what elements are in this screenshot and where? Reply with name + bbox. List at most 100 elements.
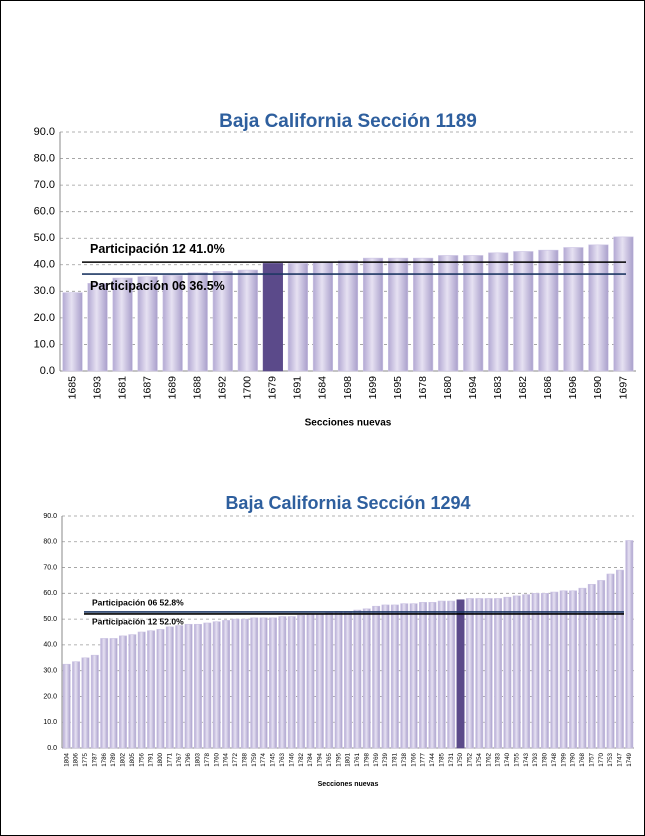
x-tick-label: 1684 xyxy=(317,376,329,400)
bar xyxy=(262,263,283,372)
x-axis-label: Secciones nuevas xyxy=(318,781,379,788)
bar xyxy=(413,257,434,372)
x-tick-label: 1759 xyxy=(251,752,258,766)
x-tick-label: 1803 xyxy=(195,752,202,766)
bar xyxy=(237,269,258,372)
x-tick-label: 1774 xyxy=(260,752,267,766)
x-tick-label: 1680 xyxy=(442,376,454,400)
x-tick-label: 1785 xyxy=(438,752,445,766)
bar xyxy=(613,236,634,372)
bar xyxy=(578,587,587,749)
bar xyxy=(456,599,465,749)
y-tick-label: 40.0 xyxy=(34,259,55,271)
x-tick-label: 1777 xyxy=(420,752,427,766)
bar xyxy=(137,631,146,749)
bar xyxy=(484,598,493,749)
x-tick-label: 1764 xyxy=(223,752,230,766)
x-tick-label: 1757 xyxy=(588,752,595,766)
bar xyxy=(222,620,231,749)
y-tick-label: 30.0 xyxy=(34,285,55,297)
bar xyxy=(128,634,137,749)
bar xyxy=(156,629,165,749)
bar xyxy=(362,257,384,372)
bar xyxy=(488,252,509,372)
x-tick-label: 1782 xyxy=(298,752,305,766)
bar xyxy=(597,580,606,749)
bar xyxy=(559,590,568,749)
y-tick-label: 70.0 xyxy=(43,564,57,571)
x-tick-label: 1801 xyxy=(345,752,352,766)
bar xyxy=(419,602,427,749)
x-tick-label: 1756 xyxy=(138,752,145,766)
bar xyxy=(112,277,133,372)
bar xyxy=(231,618,240,749)
x-tick-label: 1755 xyxy=(513,752,520,766)
bar xyxy=(312,261,334,372)
bar xyxy=(538,249,559,372)
x-tick-label: 1696 xyxy=(567,376,579,400)
x-tick-label: 1799 xyxy=(560,752,567,766)
bar xyxy=(184,623,193,749)
bar xyxy=(447,600,456,749)
x-tick-label: 1805 xyxy=(129,752,136,766)
bar xyxy=(372,605,381,749)
x-tick-label: 1780 xyxy=(542,752,549,766)
x-tick-label: 1783 xyxy=(495,752,502,766)
bar xyxy=(390,604,399,749)
x-tick-label: 1762 xyxy=(485,752,492,766)
x-tick-label: 1697 xyxy=(617,376,629,400)
x-tick-label: 1804 xyxy=(63,752,70,766)
x-tick-label: 1748 xyxy=(551,752,558,766)
x-tick-label: 1790 xyxy=(570,752,577,766)
x-tick-label: 1771 xyxy=(166,752,173,766)
x-tick-label: 1763 xyxy=(279,752,286,766)
bar xyxy=(563,247,584,372)
bar xyxy=(250,617,259,749)
bar xyxy=(259,617,268,749)
x-tick-label: 1754 xyxy=(476,752,483,766)
y-tick-label: 60.0 xyxy=(43,590,57,597)
x-tick-label: 1750 xyxy=(457,752,464,766)
x-tick-label: 1738 xyxy=(401,752,408,766)
bar xyxy=(87,283,108,372)
bar xyxy=(287,616,296,749)
x-tick-label: 1688 xyxy=(192,376,204,400)
x-tick-label: 1775 xyxy=(82,752,89,766)
reference-label: Participación 12 41.0% xyxy=(90,242,225,256)
y-tick-label: 90.0 xyxy=(43,513,57,520)
y-tick-label: 40.0 xyxy=(43,642,57,649)
x-tick-label: 1794 xyxy=(317,752,324,766)
bar xyxy=(400,603,409,749)
x-tick-label: 1691 xyxy=(292,376,304,400)
bar xyxy=(81,657,90,749)
bar xyxy=(187,272,208,372)
bar xyxy=(269,617,277,749)
bar xyxy=(588,244,609,372)
x-tick-label: 1770 xyxy=(598,752,605,766)
chart-title: Baja California Sección 1294 xyxy=(225,493,470,513)
bar xyxy=(522,594,531,749)
x-tick-label: 1765 xyxy=(326,752,333,766)
bar xyxy=(428,602,437,749)
bar xyxy=(463,255,484,372)
bar xyxy=(100,638,109,749)
x-tick-label: 1806 xyxy=(73,752,80,766)
bar xyxy=(550,591,559,749)
y-tick-label: 60.0 xyxy=(34,206,55,218)
bar xyxy=(137,276,158,372)
bar xyxy=(569,590,578,749)
y-tick-label: 10.0 xyxy=(43,719,57,726)
bar xyxy=(615,569,624,749)
x-tick-label: 1749 xyxy=(626,752,633,766)
bar xyxy=(306,613,315,749)
bar xyxy=(325,612,334,749)
bar xyxy=(287,263,308,372)
y-tick-label: 30.0 xyxy=(43,668,57,675)
x-axis-label: Secciones nuevas xyxy=(305,418,392,429)
x-tick-label: 1744 xyxy=(429,752,436,766)
y-tick-label: 0.0 xyxy=(47,745,57,752)
y-tick-label: 10.0 xyxy=(34,338,55,350)
x-tick-label: 1683 xyxy=(492,376,504,400)
bar xyxy=(212,621,221,749)
